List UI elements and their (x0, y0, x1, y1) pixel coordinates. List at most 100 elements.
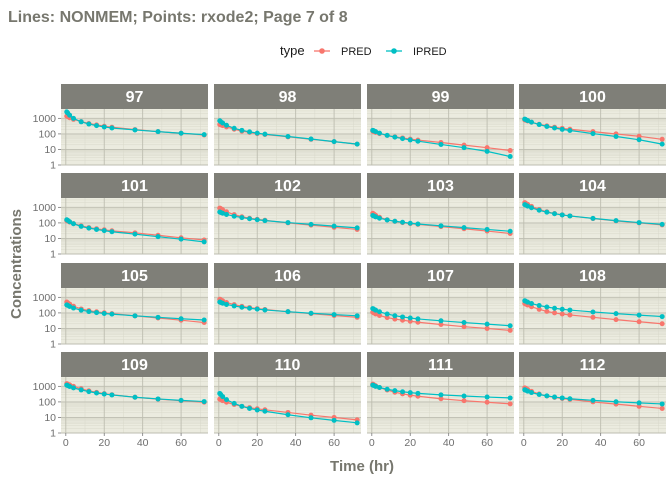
data-point-ipred (239, 215, 245, 221)
facet-strip-label: 105 (121, 268, 148, 285)
data-point-ipred (331, 223, 337, 229)
data-point-ipred (94, 310, 100, 316)
facet-panel-111: 111 0 20 40 60 (367, 352, 514, 449)
data-point-ipred (70, 305, 76, 311)
x-tick-label: 0 (216, 437, 222, 449)
facet-panel-105: 105 1 10 100 1000 (33, 263, 208, 351)
legend: type PRED IPRED (280, 43, 447, 58)
data-point-ipred (67, 384, 73, 389)
facet-panel-98: 98 (214, 84, 361, 166)
facet-strip-label: 100 (579, 89, 606, 106)
data-point-ipred (407, 315, 413, 321)
data-point-ipred (247, 305, 253, 311)
facet-panel-112: 112 0 20 40 60 (519, 352, 666, 449)
facet-strip-label: 110 (275, 357, 301, 374)
facet-strip (61, 173, 208, 198)
data-point-ipred (201, 317, 207, 323)
data-point-ipred (590, 397, 596, 403)
y-tick-label: 1 (50, 428, 56, 440)
data-point-ipred (376, 130, 382, 136)
data-point-ipred (590, 309, 596, 315)
data-point-ipred (384, 311, 390, 317)
data-point-ipred (67, 219, 73, 225)
data-point-ipred (407, 220, 413, 226)
data-point-ipred (67, 303, 73, 309)
data-point-ipred (659, 401, 665, 407)
data-point-ipred (567, 307, 573, 313)
page-title: Lines: NONMEM; Points: rxode2; Page 7 of… (8, 9, 348, 26)
data-point-ipred (659, 141, 665, 147)
x-tick-label: 40 (137, 437, 149, 449)
data-point-ipred (461, 393, 467, 399)
facet-strip (214, 263, 361, 288)
data-point-ipred (262, 218, 268, 224)
data-point-ipred (262, 408, 268, 414)
facet-strip (519, 84, 666, 109)
facet-panel-101: 101 1 10 100 1000 (33, 173, 208, 261)
data-point-ipred (484, 394, 490, 400)
facet-panel-108: 108 (519, 263, 666, 345)
data-point-ipred (132, 231, 138, 237)
y-tick-label: 1000 (33, 381, 57, 393)
data-point-ipred (354, 225, 360, 231)
data-point-pred (220, 398, 226, 404)
data-point-pred (373, 311, 379, 317)
facet-strip (367, 84, 514, 109)
data-point-ipred (239, 304, 245, 310)
data-point-ipred (178, 397, 184, 403)
data-point-ipred (223, 122, 229, 128)
facet-strip-label: 99 (432, 89, 450, 106)
data-point-ipred (285, 412, 291, 418)
data-point-ipred (415, 138, 421, 144)
data-point-ipred (285, 220, 291, 226)
facet-panel-97: 97 1 10 100 1000 (33, 84, 208, 172)
data-point-ipred (239, 403, 245, 409)
data-point-ipred (308, 136, 314, 142)
data-point-ipred (254, 130, 260, 136)
data-point-ipred (178, 130, 184, 136)
data-point-ipred (376, 385, 382, 391)
data-point-ipred (67, 112, 73, 118)
data-point-ipred (86, 309, 92, 315)
y-tick-label: 1000 (33, 113, 57, 125)
data-point-ipred (528, 205, 534, 211)
data-point-ipred (559, 126, 565, 132)
facet-panel-104: 104 (519, 173, 666, 255)
data-point-ipred (86, 121, 92, 127)
data-point-pred (659, 405, 665, 411)
facet-panel-99: 99 (367, 84, 514, 166)
x-axis-title: Time (hr) (330, 458, 394, 475)
data-point-pred (636, 133, 642, 139)
data-point-pred (536, 306, 542, 312)
data-point-pred (659, 321, 665, 327)
y-tick-label: 1000 (33, 202, 57, 214)
data-point-ipred (438, 141, 444, 147)
facet-strip (61, 352, 208, 377)
data-point-ipred (101, 391, 107, 397)
data-point-ipred (407, 390, 413, 396)
facet-strip (367, 352, 514, 377)
facet-panel-106: 106 (214, 263, 361, 345)
data-point-ipred (109, 392, 115, 398)
data-point-ipred (590, 131, 596, 137)
data-point-pred (438, 396, 444, 402)
y-axis-title: Concentrations (8, 209, 25, 319)
facet-strip-label: 103 (427, 178, 454, 195)
legend-label-ipred: IPRED (413, 46, 447, 58)
data-point-pred (636, 319, 642, 325)
data-point-ipred (636, 137, 642, 143)
data-point-ipred (392, 218, 398, 224)
data-point-ipred (552, 394, 558, 400)
data-point-ipred (392, 388, 398, 394)
data-point-ipred (254, 217, 260, 223)
data-point-ipred (536, 122, 542, 128)
data-point-pred (376, 313, 382, 319)
data-point-ipred (438, 223, 444, 229)
x-tick-label: 40 (443, 437, 455, 449)
facet-strip-label: 98 (279, 89, 297, 106)
facet-strip (214, 352, 361, 377)
data-point-ipred (507, 154, 513, 160)
x-tick-label: 60 (633, 437, 645, 449)
data-point-ipred (373, 214, 379, 220)
